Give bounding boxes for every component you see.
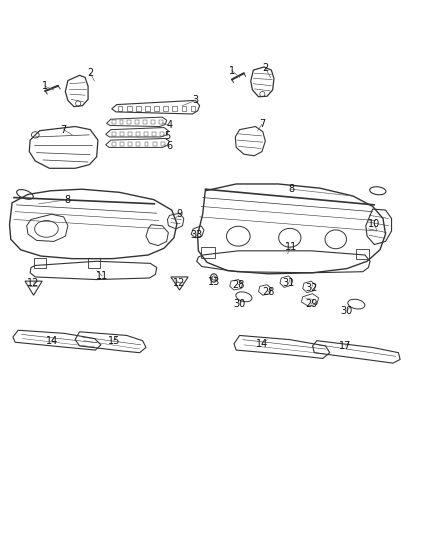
Bar xyxy=(145,106,150,111)
Bar xyxy=(136,106,141,111)
Text: 13: 13 xyxy=(208,277,220,287)
Bar xyxy=(144,132,148,136)
Text: 3: 3 xyxy=(192,95,198,106)
Bar xyxy=(128,132,132,136)
Bar xyxy=(112,142,116,147)
Text: 12: 12 xyxy=(28,278,40,288)
Text: 30: 30 xyxy=(233,299,246,309)
Text: 14: 14 xyxy=(256,339,268,349)
Bar xyxy=(120,120,124,124)
Bar xyxy=(173,106,177,111)
Text: 2: 2 xyxy=(87,68,93,78)
Text: 11: 11 xyxy=(96,271,108,281)
Bar xyxy=(136,132,140,136)
Bar xyxy=(191,106,195,111)
Bar xyxy=(135,120,139,124)
Bar xyxy=(161,142,165,147)
Text: 6: 6 xyxy=(166,141,173,151)
Text: 31: 31 xyxy=(283,278,295,288)
Bar xyxy=(136,142,140,147)
Bar xyxy=(153,142,157,147)
Bar xyxy=(151,120,155,124)
Bar xyxy=(181,106,186,111)
Bar xyxy=(163,106,168,111)
Bar xyxy=(201,247,215,258)
Text: 32: 32 xyxy=(305,284,318,294)
Bar xyxy=(118,106,123,111)
Bar xyxy=(357,249,369,259)
Text: 7: 7 xyxy=(259,119,265,130)
Text: 33: 33 xyxy=(191,230,203,240)
Bar xyxy=(112,132,116,136)
Text: 28: 28 xyxy=(232,280,244,290)
Bar xyxy=(120,142,124,147)
Bar xyxy=(127,106,131,111)
Text: 8: 8 xyxy=(288,184,294,194)
Text: 4: 4 xyxy=(166,120,173,131)
Text: 17: 17 xyxy=(339,341,352,351)
Text: 8: 8 xyxy=(65,195,71,205)
Bar xyxy=(160,132,164,136)
Bar xyxy=(88,258,100,268)
Bar xyxy=(143,120,147,124)
Text: 11: 11 xyxy=(285,241,297,252)
Text: 30: 30 xyxy=(341,306,353,316)
Text: 10: 10 xyxy=(368,219,381,229)
Bar xyxy=(112,120,116,124)
Text: 29: 29 xyxy=(305,299,318,309)
Bar xyxy=(34,258,46,268)
Bar xyxy=(152,132,156,136)
Text: 1: 1 xyxy=(42,82,48,91)
Bar xyxy=(159,120,163,124)
Bar xyxy=(154,106,159,111)
Bar xyxy=(145,142,148,147)
Bar xyxy=(120,132,124,136)
Text: 14: 14 xyxy=(46,336,58,346)
Text: 28: 28 xyxy=(262,287,275,296)
Text: 12: 12 xyxy=(173,278,186,288)
Text: 2: 2 xyxy=(262,63,268,73)
Bar xyxy=(128,142,132,147)
Text: 15: 15 xyxy=(108,336,120,346)
Text: 9: 9 xyxy=(177,209,183,219)
Text: 1: 1 xyxy=(229,66,235,76)
Text: 7: 7 xyxy=(60,125,67,135)
Bar xyxy=(127,120,131,124)
Text: 5: 5 xyxy=(164,131,171,141)
